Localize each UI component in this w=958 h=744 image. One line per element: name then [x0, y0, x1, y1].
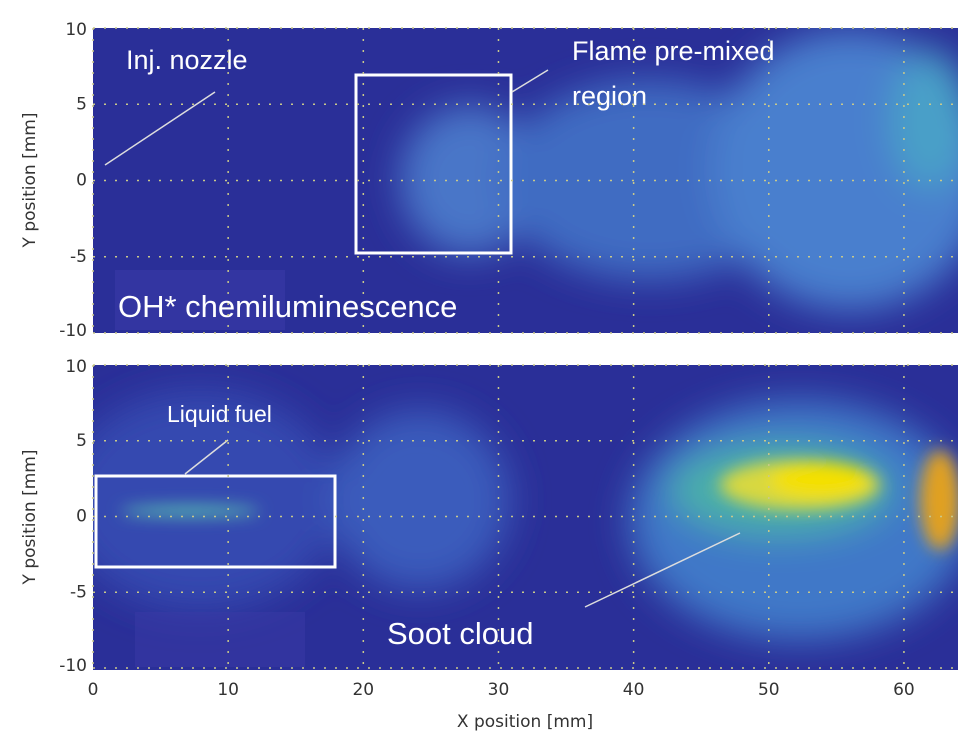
x-tick-label: 20	[352, 680, 374, 700]
soot-image	[93, 365, 958, 670]
y-axis-label: Y position [mm]	[20, 113, 40, 249]
y-tick-label: -5	[70, 582, 87, 602]
region-box	[94, 474, 337, 569]
x-tick-label: 40	[623, 680, 645, 700]
x-tick-label: 10	[217, 680, 239, 700]
y-tick-label: 5	[76, 94, 87, 114]
annotation: Flame pre-mixed	[572, 36, 775, 66]
y-tick-label: 5	[76, 431, 87, 451]
y-axis-label: Y position [mm]	[20, 450, 40, 586]
annotation: Soot cloud	[387, 616, 534, 651]
y-tick-label: -10	[59, 656, 87, 676]
pointer	[511, 69, 549, 93]
x-tick-label: 60	[893, 680, 915, 700]
y-tick-label: -10	[59, 321, 87, 341]
annotation: Inj. nozzle	[126, 45, 248, 75]
x-tick-label: 50	[758, 680, 780, 700]
x-axis-label: X position [mm]	[457, 712, 593, 732]
annotation: OH* chemiluminescence	[118, 289, 457, 324]
y-tick-label: 0	[76, 171, 87, 191]
annotation: Liquid fuel	[167, 401, 272, 427]
y-tick-label: 0	[76, 507, 87, 527]
pointer	[184, 439, 229, 475]
pointer	[584, 532, 741, 608]
y-tick-label: -5	[70, 247, 87, 267]
x-tick-label: 0	[88, 680, 99, 700]
y-tick-label: 10	[65, 20, 87, 40]
oh-image	[93, 28, 958, 333]
annotation: region	[572, 81, 647, 111]
y-tick-label: 10	[65, 357, 87, 377]
pointer	[104, 91, 216, 166]
region-box	[354, 73, 513, 255]
x-tick-label: 30	[488, 680, 510, 700]
